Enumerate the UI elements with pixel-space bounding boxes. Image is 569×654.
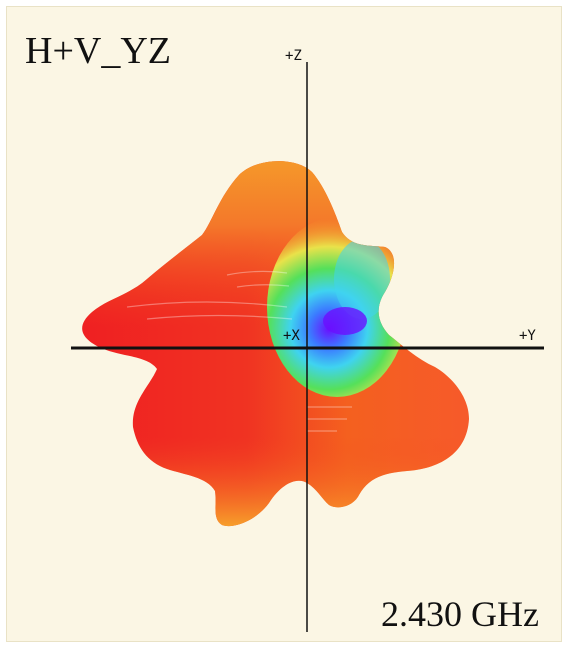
y-axis-label: +Y: [519, 328, 536, 344]
radiation-pattern-plot: +Z +X +Y: [71, 48, 544, 632]
z-axis-label: +Z: [285, 48, 302, 64]
x-axis-label: +X: [283, 328, 300, 344]
frequency-label: 2.430 GHz: [381, 594, 539, 634]
plot-title: H+V_YZ: [25, 30, 171, 72]
radiation-pattern-panel: +Z +X +Y H+V_YZ 2.430 GHz: [6, 6, 562, 642]
